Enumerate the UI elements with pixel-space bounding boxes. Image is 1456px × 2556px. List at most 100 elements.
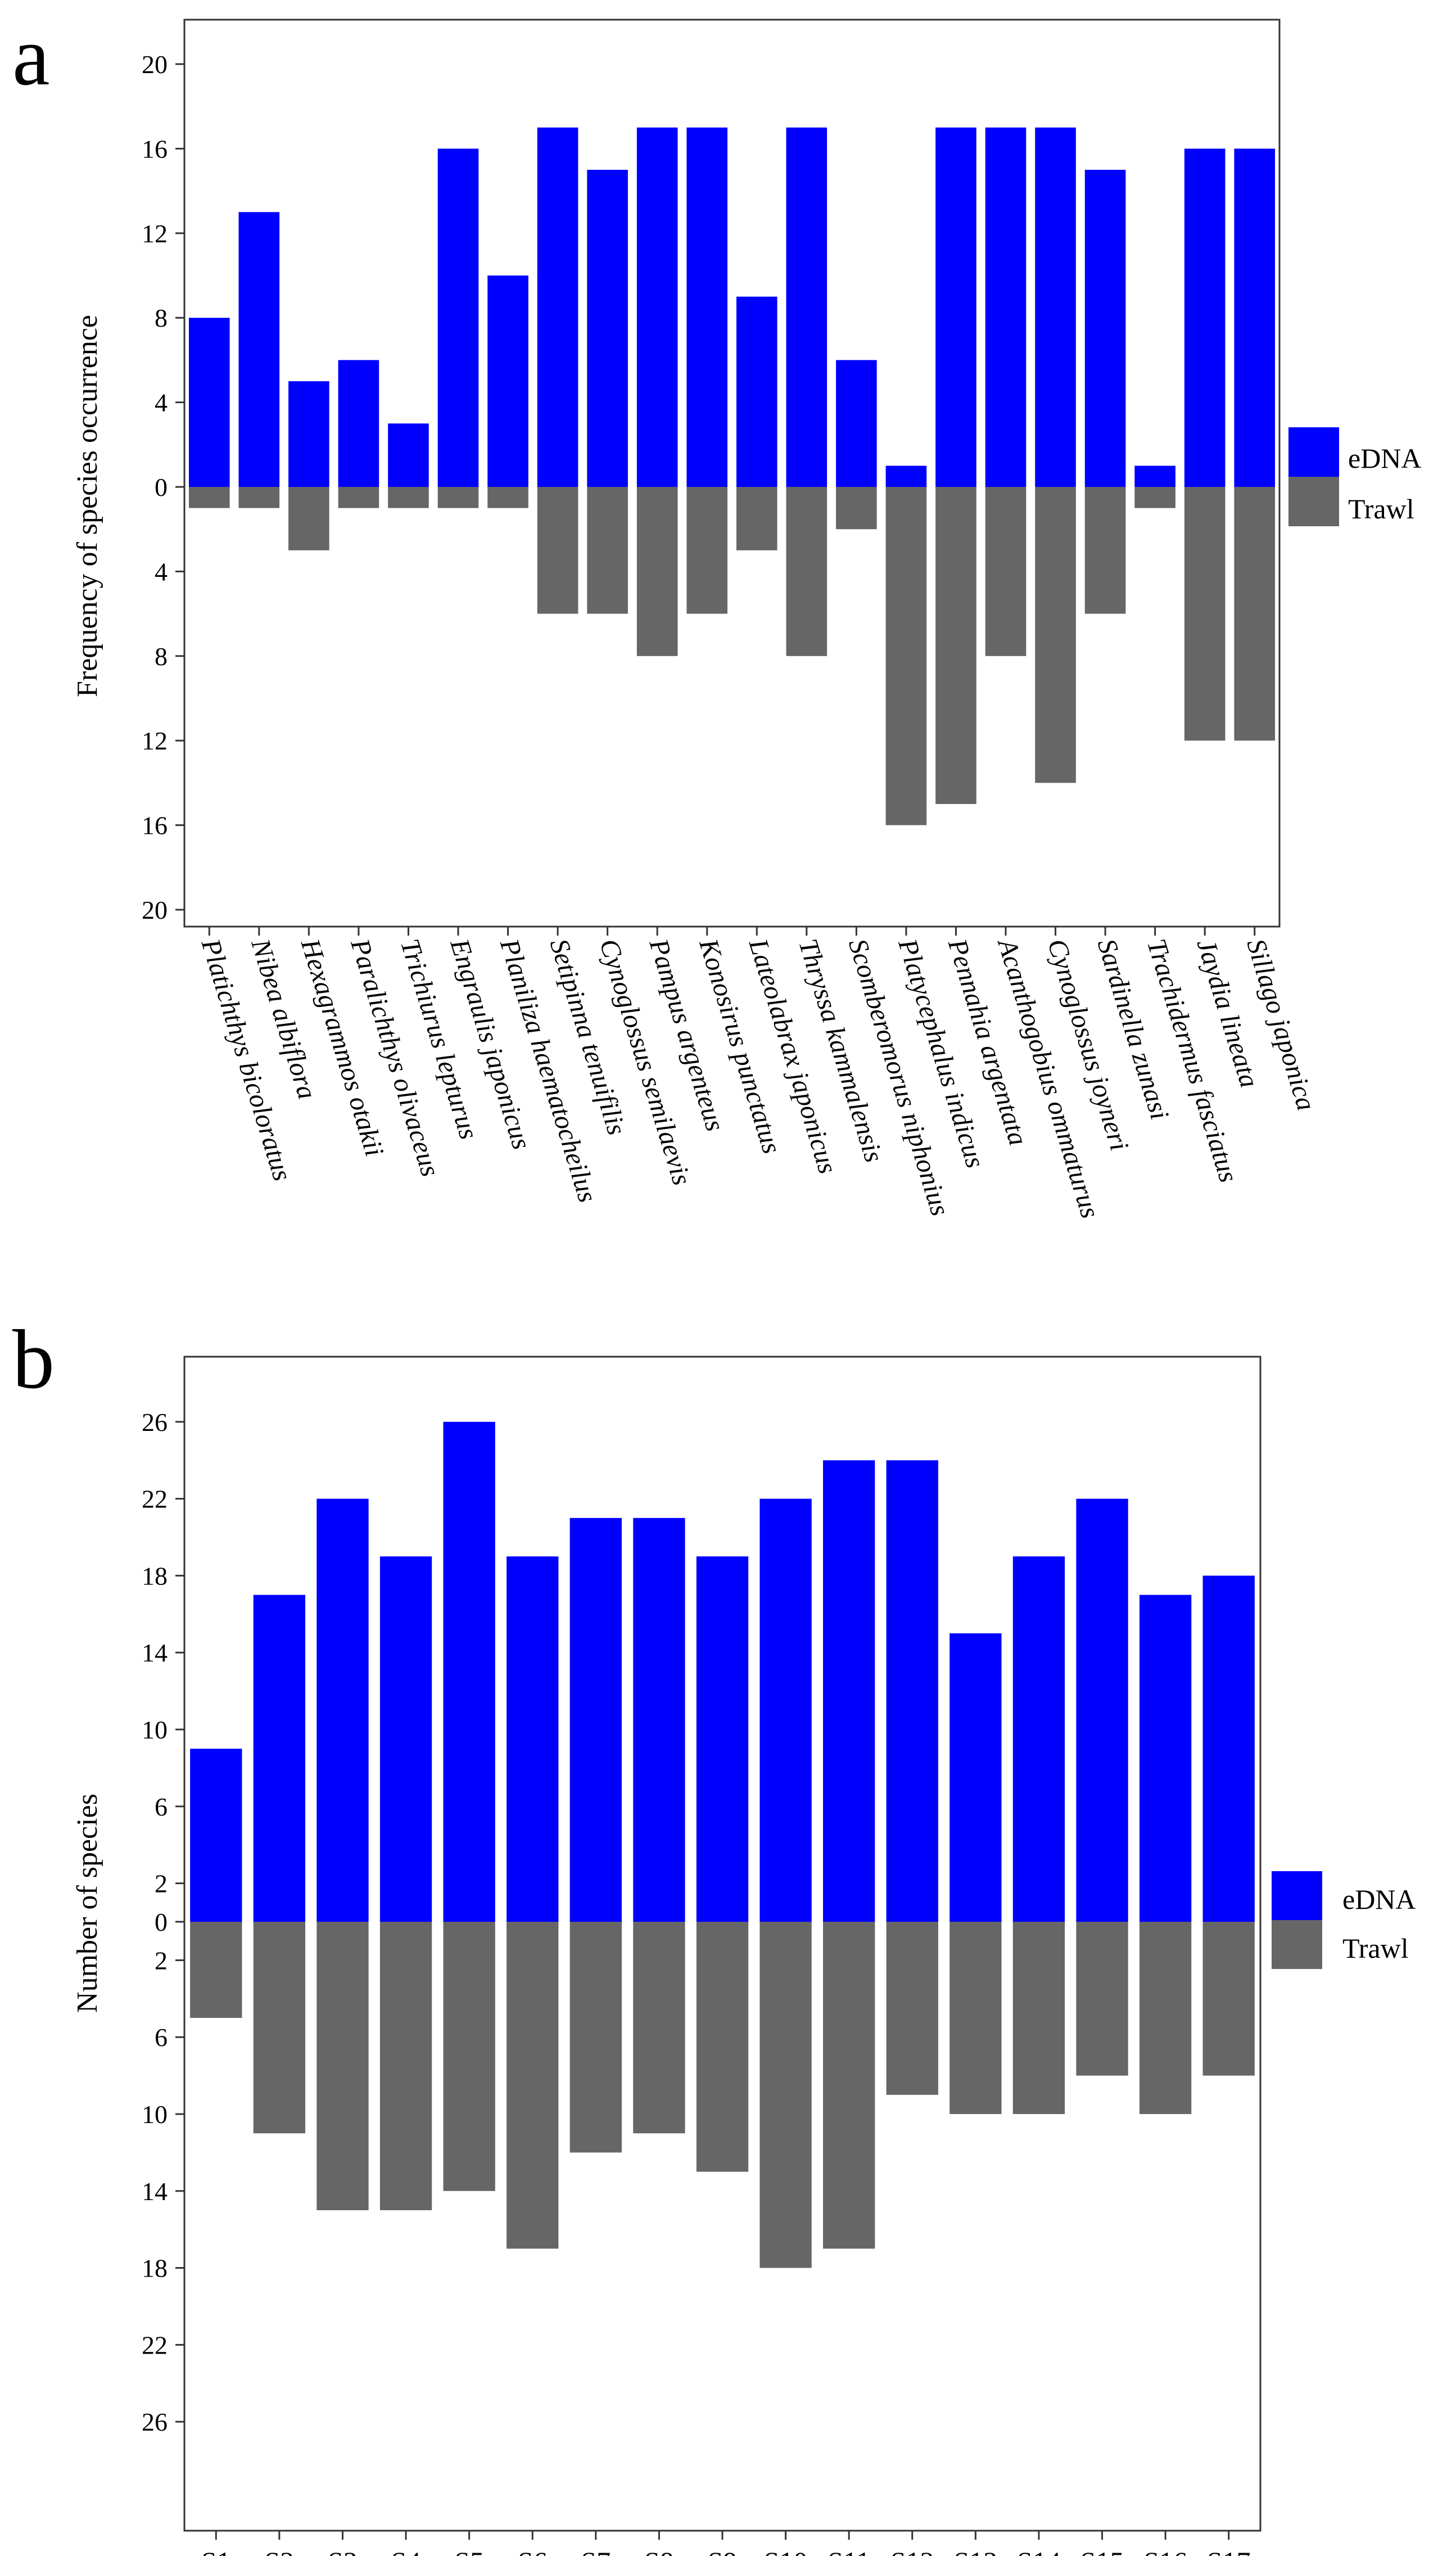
- edna-bar: [949, 1633, 1002, 1922]
- y-tick-label: 2: [155, 1869, 168, 1898]
- y-tick-label: 20: [142, 896, 168, 924]
- panel-a-legend-edna-swatch: [1288, 427, 1339, 477]
- edna-bar: [1139, 1595, 1192, 1922]
- edna-bar: [316, 1498, 369, 1922]
- trawl-bar: [338, 487, 379, 508]
- site-label: S8: [644, 2546, 674, 2556]
- y-tick-label: 14: [142, 1638, 168, 1667]
- y-tick-label: 4: [155, 389, 168, 417]
- edna-bar: [238, 212, 280, 487]
- panel-b-y-axis-title: Number of species: [71, 1794, 103, 2013]
- panel-b-legend-trawl-label: Trawl: [1342, 1932, 1409, 1964]
- trawl-bar: [238, 487, 280, 508]
- trawl-bar: [885, 487, 927, 825]
- trawl-bar: [190, 1922, 242, 2018]
- trawl-bar: [253, 1922, 306, 2134]
- panel-a-bars: [188, 127, 1276, 825]
- y-tick-label: 16: [142, 134, 168, 163]
- trawl-bar: [388, 487, 429, 508]
- edna-bar: [1134, 466, 1175, 487]
- trawl-bar: [1202, 1922, 1255, 2076]
- edna-bar: [379, 1556, 432, 1922]
- trawl-bar: [537, 487, 578, 614]
- site-label: S5: [454, 2546, 484, 2556]
- y-tick-label: 6: [155, 2023, 168, 2052]
- y-tick-label: 22: [142, 1485, 168, 1514]
- site-label: S15: [1080, 2546, 1124, 2556]
- trawl-bar: [759, 1922, 812, 2268]
- y-tick-label: 4: [155, 557, 168, 586]
- trawl-bar: [736, 487, 777, 550]
- edna-bar: [388, 423, 429, 487]
- edna-bar: [288, 381, 329, 487]
- site-label: S16: [1143, 2546, 1187, 2556]
- panel-a-legend-trawl-swatch: [1288, 477, 1339, 526]
- trawl-bar: [1139, 1922, 1192, 2114]
- y-tick-label: 14: [142, 2177, 168, 2206]
- y-tick-label: 10: [142, 1715, 168, 1744]
- site-label: S1: [201, 2546, 231, 2556]
- edna-bar: [487, 276, 528, 487]
- trawl-bar: [1012, 1922, 1065, 2114]
- panel-b-bars: [190, 1421, 1255, 2268]
- edna-bar: [443, 1421, 495, 1922]
- y-tick-label: 26: [142, 2408, 168, 2436]
- edna-bar: [736, 296, 777, 487]
- panel-a-chart: a 20 16 12 8 4 0 4 8 12 16 20 Frequency of species…: [12, 10, 1422, 1222]
- panel-a-letter: a: [12, 10, 50, 103]
- edna-bar: [1035, 127, 1076, 487]
- panel-b-legend-trawl-swatch: [1272, 1920, 1322, 1969]
- edna-bar: [437, 148, 479, 487]
- edna-bar: [636, 127, 678, 487]
- site-label: S11: [828, 2546, 870, 2556]
- edna-bar: [786, 127, 828, 487]
- panel-b-legend: eDNA Trawl: [1272, 1871, 1416, 1969]
- trawl-bar: [316, 1922, 369, 2210]
- y-tick-label: 16: [142, 811, 168, 840]
- trawl-bar: [1234, 487, 1276, 741]
- site-label: S2: [264, 2546, 294, 2556]
- edna-bar: [1202, 1575, 1255, 1922]
- edna-bar: [823, 1460, 875, 1922]
- edna-bar: [885, 466, 927, 487]
- y-tick-label: 8: [155, 642, 168, 671]
- site-label: S4: [391, 2546, 421, 2556]
- site-label: S6: [518, 2546, 548, 2556]
- panel-b-plot-frame: [183, 1356, 1261, 2532]
- trawl-bar: [696, 1922, 749, 2172]
- panel-a-legend: eDNA Trawl: [1288, 427, 1422, 526]
- y-tick-label: 0: [155, 1908, 168, 1936]
- edna-bar: [338, 360, 379, 487]
- edna-bar: [696, 1556, 749, 1922]
- site-label: S9: [708, 2546, 738, 2556]
- edna-bar: [836, 360, 877, 487]
- site-label: S3: [328, 2546, 358, 2556]
- edna-bar: [686, 127, 728, 487]
- trawl-bar: [569, 1922, 622, 2153]
- trawl-bar: [949, 1922, 1002, 2114]
- y-tick-label: 20: [142, 50, 168, 79]
- trawl-bar: [587, 487, 628, 614]
- y-tick-label: 22: [142, 2331, 168, 2359]
- trawl-bar: [188, 487, 230, 508]
- panel-b-legend-edna-swatch: [1272, 1871, 1322, 1920]
- trawl-bar: [379, 1922, 432, 2210]
- trawl-bar: [288, 487, 329, 550]
- trawl-bar: [1076, 1922, 1128, 2076]
- trawl-bar: [985, 487, 1027, 656]
- panel-b-letter: b: [12, 1313, 55, 1406]
- panel-b-x-tick-labels: S1 S2 S3 S4 S5 S6 S7 S8 S9 S10 S11 S12 S13 S14 S15 S16 S…: [201, 2546, 1251, 2556]
- y-tick-label: 12: [142, 219, 168, 248]
- site-label: S12: [890, 2546, 934, 2556]
- panel-b-axis-ticks: [175, 1421, 1230, 2540]
- site-label: S7: [581, 2546, 611, 2556]
- trawl-bar: [786, 487, 828, 656]
- panel-a-legend-edna-label: eDNA: [1348, 442, 1422, 474]
- edna-bar: [935, 127, 976, 487]
- y-tick-label: 6: [155, 1792, 168, 1821]
- site-label: S14: [1017, 2546, 1061, 2556]
- edna-bar: [1076, 1498, 1128, 1922]
